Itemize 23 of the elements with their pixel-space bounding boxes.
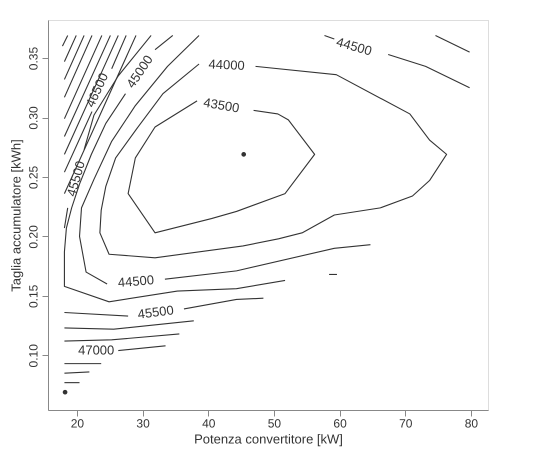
y-tick-label: 0.25 — [26, 165, 40, 190]
x-axis-title: Potenza convertitore [kW] — [194, 432, 343, 446]
y-tick-label: 0.35 — [26, 46, 40, 70]
x-tick-label: 20 — [70, 416, 84, 430]
annotation: 45500 — [136, 302, 175, 322]
y-tick-label: 0.15 — [26, 284, 40, 308]
text: 44500 — [334, 34, 374, 58]
annotation: 44500 — [117, 272, 155, 290]
x-tick-label: 70 — [399, 416, 413, 430]
x-tick-label: 80 — [464, 416, 478, 430]
y-tick-label: 0.20 — [26, 224, 40, 249]
y-tick-label: 0.30 — [26, 106, 40, 130]
y-axis-title: Taglia accumulatore [kWh] — [8, 139, 24, 292]
x-tick-label: 50 — [268, 416, 282, 430]
series-label: 44000 — [208, 56, 246, 73]
x-tick-label: 40 — [202, 416, 216, 430]
y-tick-label: 0.10 — [26, 344, 40, 368]
text: 46500 — [82, 70, 112, 110]
annotation: 45500 — [64, 159, 88, 198]
x-tick-label: 30 — [136, 416, 150, 430]
text: 43500 — [202, 94, 241, 116]
x-tick-label: 60 — [333, 416, 348, 430]
series-label: 47000 — [78, 342, 114, 358]
